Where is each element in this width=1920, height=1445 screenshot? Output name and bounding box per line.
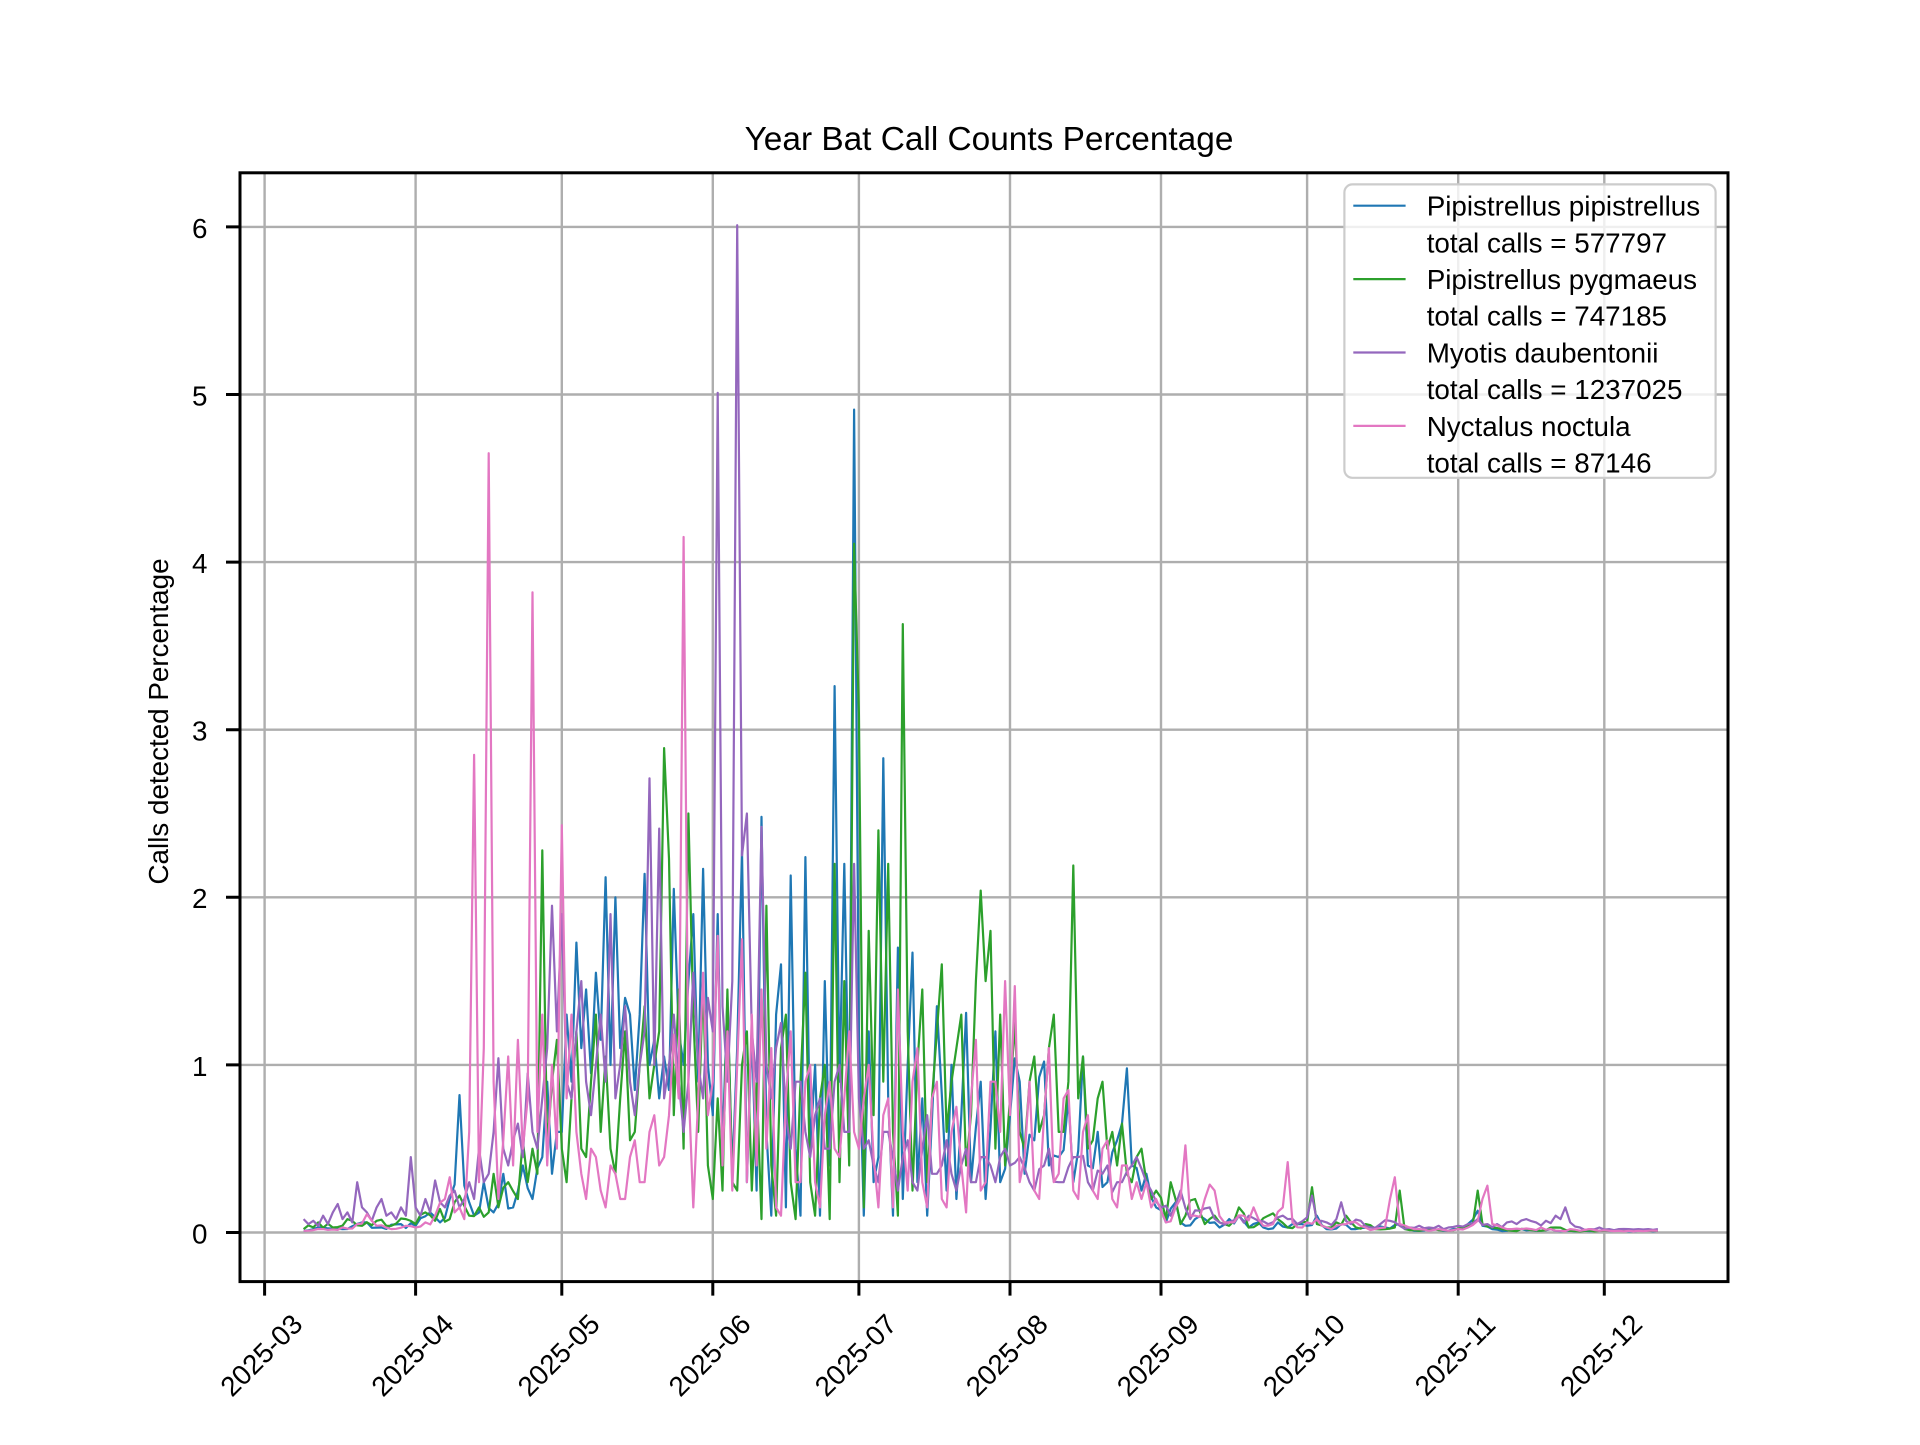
svg-text:total calls = 577797: total calls = 577797 (1427, 227, 1667, 258)
svg-text:Nyctalus noctula: Nyctalus noctula (1427, 411, 1631, 442)
svg-text:Year Bat Call Counts Percentag: Year Bat Call Counts Percentage (745, 121, 1234, 158)
svg-text:total calls = 87146: total calls = 87146 (1427, 448, 1652, 479)
svg-text:1: 1 (192, 1051, 207, 1082)
svg-text:4: 4 (192, 548, 207, 579)
svg-text:3: 3 (192, 716, 207, 747)
svg-text:total calls = 1237025: total calls = 1237025 (1427, 374, 1683, 405)
svg-text:Pipistrellus pygmaeus: Pipistrellus pygmaeus (1427, 264, 1697, 295)
svg-text:6: 6 (192, 213, 207, 244)
svg-text:2: 2 (192, 883, 207, 914)
svg-text:Calls detected Percentage: Calls detected Percentage (143, 558, 174, 884)
svg-text:Pipistrellus pipistrellus: Pipistrellus pipistrellus (1427, 191, 1700, 222)
svg-text:Myotis daubentonii: Myotis daubentonii (1427, 337, 1659, 368)
svg-text:5: 5 (192, 380, 207, 411)
svg-text:0: 0 (192, 1218, 207, 1249)
svg-text:total calls = 747185: total calls = 747185 (1427, 301, 1667, 332)
